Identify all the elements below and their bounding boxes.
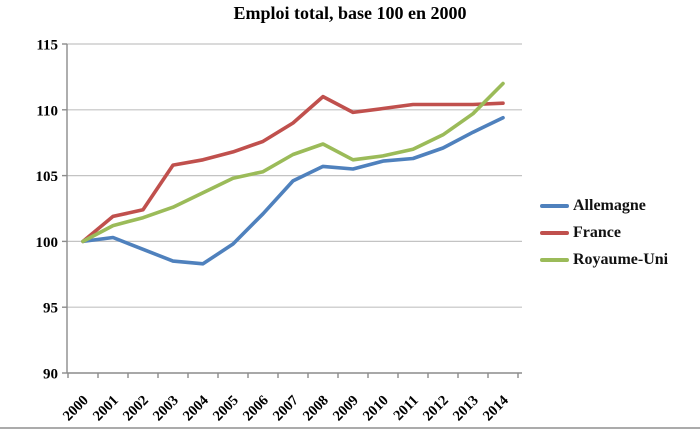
x-axis-label: 2002: [120, 393, 152, 425]
legend-item-royaume-uni: Royaume-Uni: [540, 251, 668, 268]
legend-item-france: France: [540, 224, 668, 241]
x-axis-label: 2005: [210, 393, 242, 425]
x-axis-label: 2014: [480, 393, 512, 425]
y-axis-label: 115: [36, 38, 58, 54]
x-axis-label: 2004: [180, 393, 212, 425]
legend-item-allemagne: Allemagne: [540, 197, 668, 214]
x-axis-label: 2003: [150, 393, 182, 425]
y-axis-label: 105: [36, 169, 59, 185]
legend: Allemagne France Royaume-Uni: [540, 197, 668, 268]
y-axis-label: 90: [43, 367, 58, 383]
page-divider: [0, 427, 700, 429]
x-axis-label: 2011: [391, 393, 422, 424]
legend-swatch-france: [540, 230, 569, 235]
y-axis-label: 95: [43, 301, 58, 317]
x-axis-label: 2000: [60, 393, 92, 425]
legend-label-royaume-uni: Royaume-Uni: [573, 251, 669, 268]
x-axis-label: 2001: [90, 393, 122, 425]
legend-swatch-royaume-uni: [540, 257, 569, 262]
x-axis-label: 2008: [300, 393, 332, 425]
x-axis-label: 2010: [360, 393, 392, 425]
series-line-allemagne: [81, 115, 505, 266]
legend-label-allemagne: Allemagne: [573, 197, 646, 214]
chart-title: Emploi total, base 100 en 2000: [233, 3, 467, 23]
x-axis-label: 2012: [420, 393, 452, 425]
x-axis-label: 2006: [240, 393, 272, 425]
series-line-royaume-uni: [81, 81, 505, 244]
x-axis-label: 2009: [330, 393, 362, 425]
x-axis-label: 2013: [450, 393, 482, 425]
legend-swatch-allemagne: [540, 203, 569, 208]
y-axis-label: 110: [36, 103, 58, 119]
y-axis-label: 100: [36, 235, 59, 251]
x-axis-label: 2007: [270, 393, 302, 425]
legend-label-france: France: [573, 224, 621, 241]
series-line-france: [81, 94, 505, 244]
